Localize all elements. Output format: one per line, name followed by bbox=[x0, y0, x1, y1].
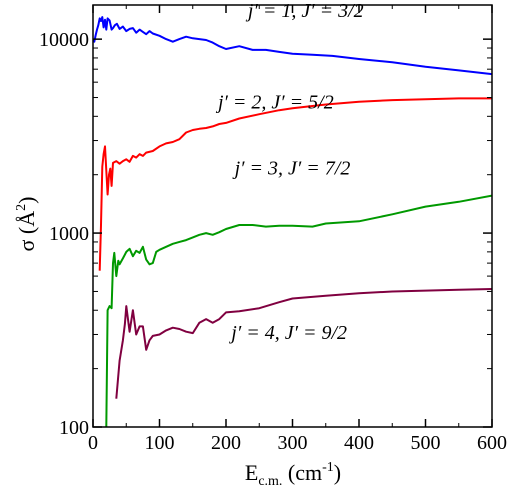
annotation-layer: j′ = 1, J′ = 3/2 j′ = 2, J′ = 5/2 j′ = 3, … bbox=[215, 0, 364, 344]
x-tick-label: 0 bbox=[88, 432, 98, 454]
x-tick-label: 100 bbox=[145, 432, 175, 454]
series-label-2: j′ = 2, J′ = 5/2 bbox=[215, 91, 334, 113]
series-label-3: j′ = 3, J′ = 7/2 bbox=[232, 158, 351, 180]
x-tick-label: 400 bbox=[344, 432, 374, 454]
series-line-4 bbox=[115, 288, 492, 399]
x-tick-label: 600 bbox=[477, 432, 507, 454]
x-tick-label: 300 bbox=[278, 432, 308, 454]
series-line-1 bbox=[93, 16, 492, 76]
series-layer bbox=[93, 16, 492, 427]
x-axis-label: Ec.m. (cm-1) bbox=[245, 460, 341, 489]
x-tick-label: 500 bbox=[411, 432, 441, 454]
y-tick-label: 10000 bbox=[39, 29, 89, 51]
y-axis-label: σ (Å2) bbox=[14, 197, 39, 252]
x-tick-label: 200 bbox=[211, 432, 241, 454]
series-line-3 bbox=[105, 194, 492, 427]
series-label-4: j′ = 4, J′ = 9/2 bbox=[228, 322, 347, 344]
y-tick-label: 100 bbox=[59, 417, 89, 439]
series-line-2 bbox=[98, 97, 492, 271]
y-tick-label: 1000 bbox=[49, 223, 89, 245]
series-label-1: j′ = 1, J′ = 3/2 bbox=[245, 0, 364, 22]
